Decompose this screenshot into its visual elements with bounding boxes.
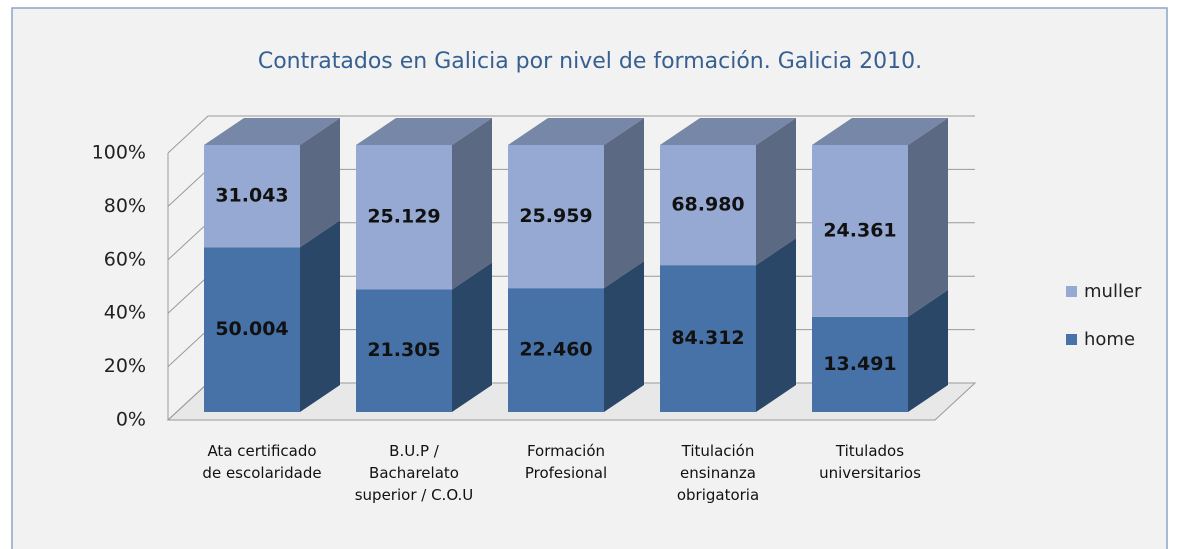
value-label: 84.312 [671, 327, 744, 349]
value-label: 24.361 [823, 219, 896, 241]
value-label: 31.043 [215, 185, 288, 207]
bar-side [300, 220, 340, 412]
x-tick-label: Titulados universitarios [819, 442, 921, 482]
y-tick-label: 60% [104, 248, 146, 270]
y-tick-label: 100% [92, 142, 146, 164]
bar [204, 145, 300, 248]
legend-swatch [1066, 286, 1077, 297]
bar [356, 289, 452, 412]
value-label: 21.305 [367, 339, 440, 361]
bar [812, 316, 908, 412]
bar-top [660, 118, 796, 145]
bar-side [756, 118, 796, 266]
bar-top [356, 118, 492, 145]
y-tick-label: 20% [104, 355, 146, 377]
value-label: 25.959 [519, 205, 592, 227]
bar-top [508, 118, 644, 145]
value-label: 50.004 [215, 318, 288, 340]
bar [204, 247, 300, 412]
bar [508, 288, 604, 412]
bar [356, 145, 452, 290]
value-label: 25.129 [367, 206, 440, 228]
bar [812, 145, 908, 317]
value-label: 13.491 [823, 353, 896, 375]
y-tick-label: 40% [104, 302, 146, 324]
y-tick-label: 0% [116, 409, 146, 431]
y-tick-label: 80% [104, 195, 146, 217]
bar-side [452, 118, 492, 290]
value-label: 68.980 [671, 194, 744, 216]
chart-title: Contratados en Galicia por nivel de form… [258, 49, 922, 74]
bar-top [812, 118, 948, 145]
x-tick-label: Titulación ensinanza obrigatoria [676, 442, 760, 504]
bar-side [604, 261, 644, 412]
bar-side [604, 118, 644, 289]
bar [508, 145, 604, 289]
value-label: 22.460 [519, 339, 592, 361]
bar [660, 145, 756, 266]
bar-side [908, 289, 948, 412]
legend-swatch [1066, 334, 1077, 345]
bar-side [452, 262, 492, 412]
bar [660, 265, 756, 412]
legend-label: muller [1084, 281, 1142, 302]
bar-side [756, 238, 796, 412]
x-tick-label: B.U.P / Bacharelato superior / C.O.U [354, 442, 474, 504]
bar-side [908, 118, 948, 317]
bar-top [204, 118, 340, 145]
x-tick-label: Formación Profesional [524, 442, 608, 482]
x-tick-label: Ata certificado de escolaridade [202, 442, 322, 482]
legend-label: home [1084, 329, 1135, 350]
bar-side [300, 118, 340, 248]
grid-line [167, 115, 975, 154]
